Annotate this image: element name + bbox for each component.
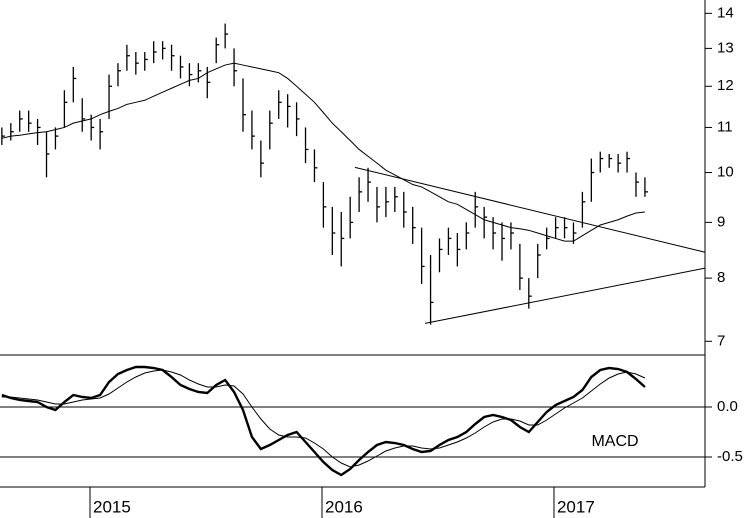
y-tick-label: 12 — [717, 77, 734, 94]
x-tick-label: 2015 — [93, 497, 131, 516]
macd-line — [1, 365, 646, 477]
y-tick-label: -0.5 — [717, 448, 743, 465]
signal-line — [1, 369, 646, 468]
y-tick-label: 7 — [717, 332, 725, 349]
moving-average — [1, 62, 645, 242]
y-tick-label: 14 — [717, 4, 734, 21]
x-tick-label: 2017 — [557, 497, 595, 516]
y-tick-label: 8 — [717, 269, 725, 286]
y-tick-label: 10 — [717, 163, 734, 180]
y-tick-label: 0.0 — [717, 398, 738, 415]
y-tick-label: 13 — [717, 39, 734, 56]
trendline — [424, 267, 706, 324]
y-tick-label: 9 — [717, 213, 725, 230]
indicator-label: MACD — [591, 433, 638, 450]
trendline — [354, 166, 706, 253]
y-tick-label: 11 — [717, 118, 733, 135]
x-tick-label: 2016 — [325, 497, 363, 516]
